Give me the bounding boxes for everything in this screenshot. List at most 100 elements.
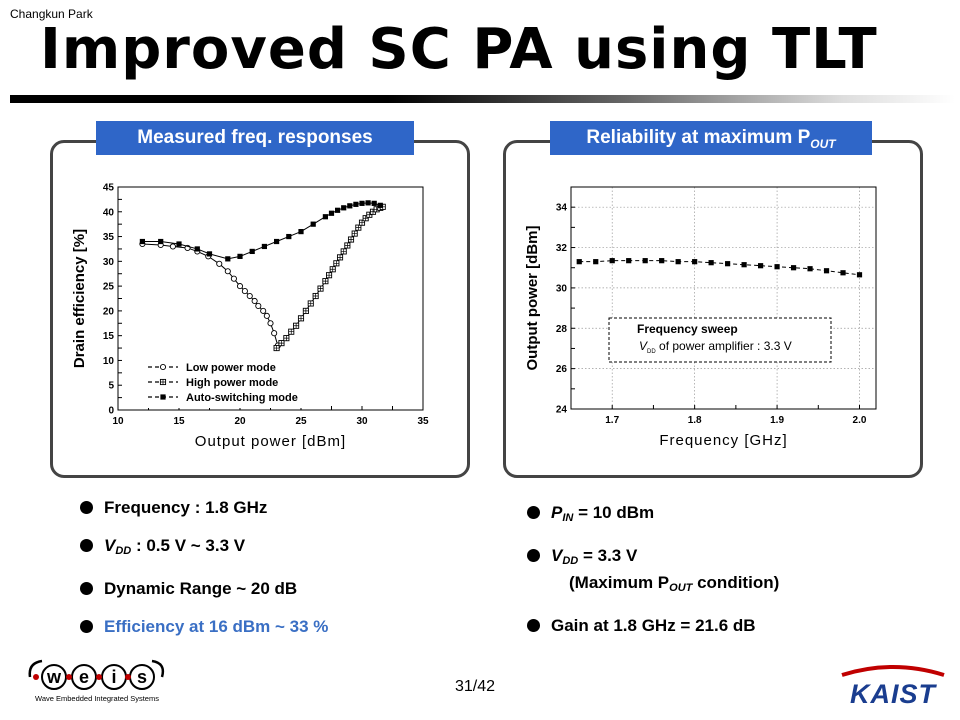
title-underline-bar xyxy=(10,95,955,103)
bullet-pin: PIN = 10 dBm xyxy=(527,503,779,528)
data-point xyxy=(341,205,347,211)
bullet-vdd-rest: : 0.5 V ~ 3.3 V xyxy=(131,536,246,555)
condition-post: condition) xyxy=(692,573,780,592)
bullet-vdd-range: VDD : 0.5 V ~ 3.3 V xyxy=(80,536,328,561)
data-point xyxy=(236,283,244,290)
data-point xyxy=(692,259,698,265)
bullet-vdd-rest: = 3.3 V xyxy=(578,546,638,565)
data-point xyxy=(593,259,599,265)
bullet-dynamic-range: Dynamic Range ~ 20 dB xyxy=(80,579,328,599)
x-tick-label: 2.0 xyxy=(853,415,867,426)
bullet-text: Frequency : 1.8 GHz xyxy=(104,498,268,517)
data-point xyxy=(267,320,274,327)
data-point xyxy=(298,229,304,235)
bullet-dot-icon xyxy=(80,501,93,514)
y-tick-label: 30 xyxy=(103,257,115,268)
weis-letter: w xyxy=(46,667,62,687)
data-point xyxy=(359,200,365,206)
x-tick-label: 1.8 xyxy=(688,415,702,426)
data-point xyxy=(371,200,377,206)
bullet-pin-sub: IN xyxy=(562,512,574,524)
data-point-cross xyxy=(283,335,289,341)
condition-pre: (Maximum P xyxy=(569,573,670,592)
data-point-cross xyxy=(344,242,350,249)
bullet-vdd-v: V xyxy=(104,536,116,555)
plot-frame xyxy=(570,186,877,410)
data-point xyxy=(807,266,813,272)
data-point xyxy=(774,264,780,270)
data-point xyxy=(176,241,182,247)
data-point xyxy=(274,238,280,245)
x-tick-label: 10 xyxy=(112,416,124,427)
data-point xyxy=(260,307,267,314)
x-tick-label: 15 xyxy=(173,416,185,427)
data-point-cross xyxy=(274,345,280,351)
left-panel-label: Measured freq. responses xyxy=(96,121,414,155)
author-name: Changkun Park xyxy=(10,7,93,21)
bullet-vdd-sub: DD xyxy=(115,545,132,557)
weis-caption: Wave Embedded Integrated Systems xyxy=(35,694,159,703)
data-point xyxy=(246,292,253,300)
annotation-line2: VDD of power amplifier : 3.3 V xyxy=(639,339,792,355)
slide-title: Improved SC PA using TLT xyxy=(40,17,878,82)
x-tick-label: 35 xyxy=(417,416,429,427)
right-panel-label: Reliability at maximum POUT xyxy=(550,121,872,155)
bullet-text: Gain at 1.8 GHz = 21.6 dB xyxy=(551,616,756,635)
data-point xyxy=(224,268,231,275)
data-point xyxy=(160,394,166,400)
data-point-cross xyxy=(303,308,309,314)
data-point xyxy=(286,233,292,240)
data-point-cross xyxy=(326,272,332,278)
annotation-box xyxy=(608,317,832,363)
data-point-cross xyxy=(278,340,285,346)
data-point xyxy=(365,200,371,206)
bullet-dot-icon xyxy=(527,506,540,519)
data-point-cross xyxy=(330,266,336,272)
data-point xyxy=(757,263,764,269)
series-line xyxy=(142,243,279,346)
y-tick-label: 40 xyxy=(103,207,115,218)
data-point-cross xyxy=(337,254,343,260)
data-point xyxy=(271,330,278,337)
bullet-dot-icon xyxy=(80,582,93,595)
data-point xyxy=(194,246,200,252)
data-point-cross xyxy=(359,220,365,226)
bullet-vdd-condition: (Maximum POUT condition) xyxy=(527,573,779,598)
y-tick-label: 30 xyxy=(556,283,568,294)
data-point xyxy=(353,201,359,207)
data-point xyxy=(241,288,248,295)
x-tick-label: 25 xyxy=(295,416,307,427)
y-tick-label: 34 xyxy=(556,203,568,214)
data-point-cross xyxy=(352,230,358,237)
data-point-cross xyxy=(333,260,339,266)
legend-box xyxy=(144,358,322,408)
data-point-cross xyxy=(355,225,361,231)
y-tick-label: 28 xyxy=(556,324,568,335)
data-point xyxy=(216,260,223,267)
bullet-pin-p: P xyxy=(551,503,563,522)
bullet-pin-rest: = 10 dBm xyxy=(573,503,655,522)
data-point xyxy=(840,270,846,276)
y-tick-label: 26 xyxy=(556,364,568,375)
right-bullet-list: PIN = 10 dBm VDD = 3.3 V (Maximum POUT c… xyxy=(527,503,779,636)
bullet-dot-icon xyxy=(80,620,93,633)
data-point-cross xyxy=(363,215,369,221)
annotation-line1: Frequency sweep xyxy=(637,322,738,336)
data-point xyxy=(322,214,328,220)
weis-letter: s xyxy=(137,667,147,687)
data-point-cross xyxy=(322,278,328,284)
bullet-dot-icon xyxy=(80,539,93,552)
data-point xyxy=(251,297,258,305)
bullet-efficiency: Efficiency at 16 dBm ~ 33 % xyxy=(80,617,328,637)
y-tick-label: 20 xyxy=(103,306,115,317)
bullet-vdd-v: V xyxy=(551,546,563,565)
data-point xyxy=(609,258,615,264)
bullet-gain: Gain at 1.8 GHz = 21.6 dB xyxy=(527,616,779,636)
data-point xyxy=(790,265,797,271)
data-point xyxy=(159,363,167,371)
data-point xyxy=(255,302,262,309)
right-chart-panel xyxy=(503,140,923,478)
legend-label: High power mode xyxy=(186,377,278,389)
y-tick-label: 15 xyxy=(103,331,115,342)
y-tick-label: 0 xyxy=(108,406,114,417)
